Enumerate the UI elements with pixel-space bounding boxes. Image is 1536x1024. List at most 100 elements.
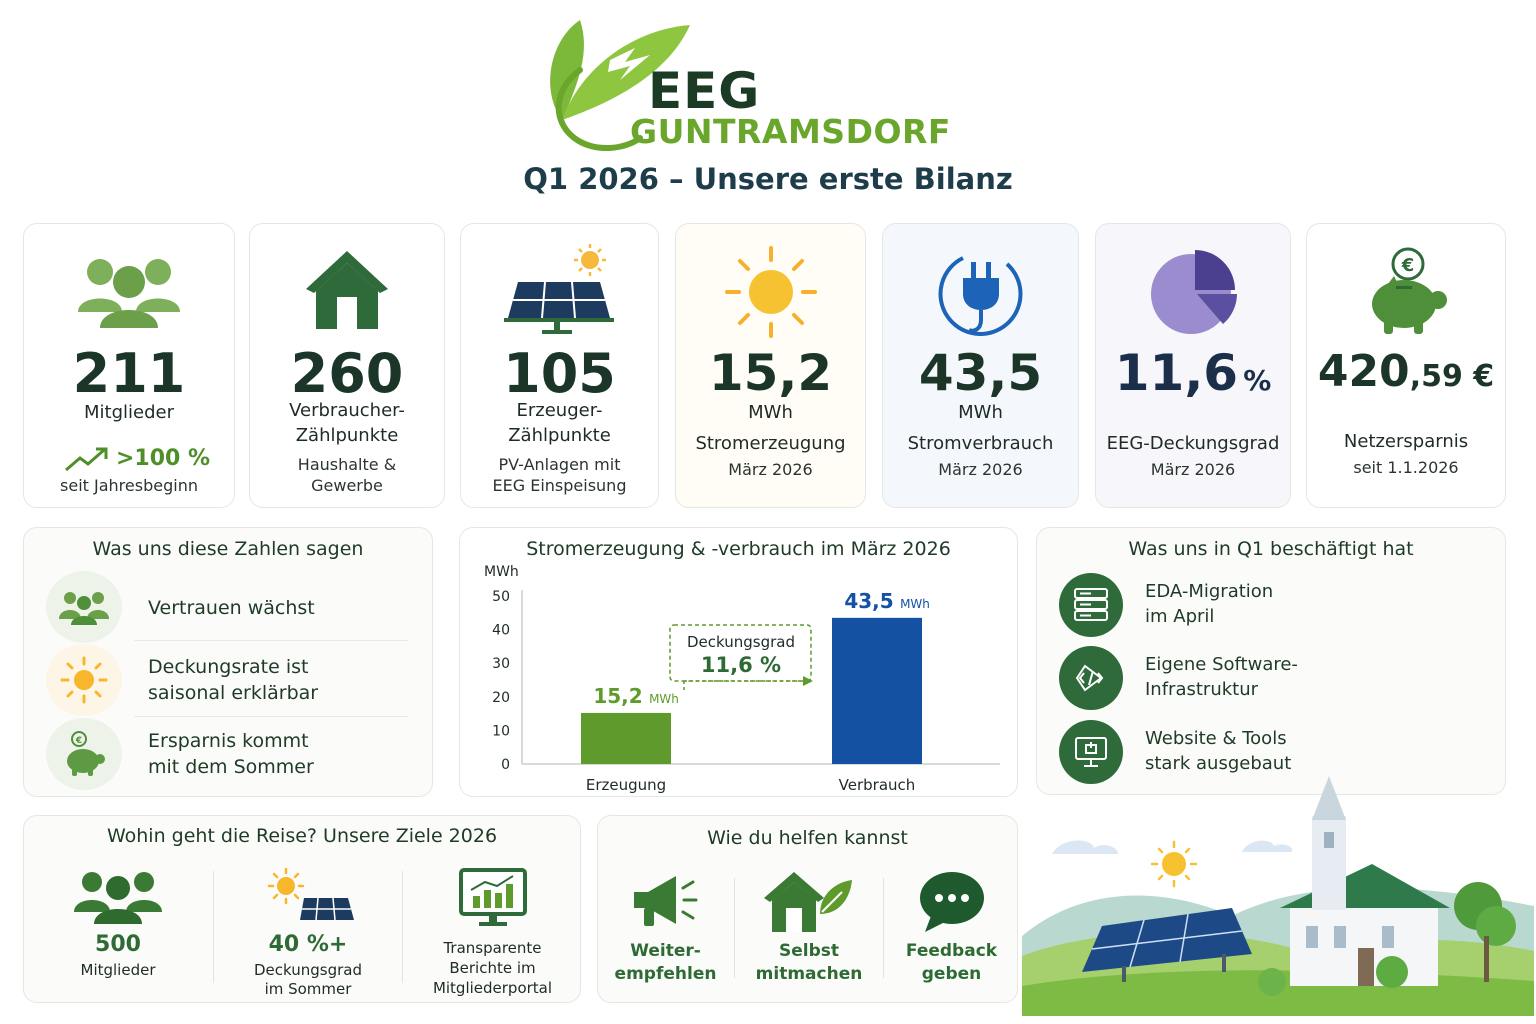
kpi-sub: seit 1.1.2026 <box>1353 458 1459 477</box>
kpi-value: 260 <box>290 342 404 405</box>
insight-line1: Ersparnis kommt <box>148 730 309 752</box>
kpi-label: Stromverbrauch <box>907 433 1054 454</box>
goal-item: 40 %+ Deckungsgrad im Sommer <box>214 816 402 1006</box>
kpi-unit: % <box>1243 364 1272 397</box>
village-solar-illustration <box>1022 776 1534 1016</box>
kpi-label: Stromerzeugung <box>695 433 846 454</box>
piggy-bank-icon: € <box>46 718 122 790</box>
x-tick-label: Verbrauch <box>839 776 916 794</box>
kpi-sub: März 2026 <box>1150 460 1236 479</box>
insight-line1: Vertrauen wächst <box>148 597 315 619</box>
bar-unit-label: MWh <box>649 692 679 706</box>
growth-value: >100 % <box>116 446 211 471</box>
goal-label-line2: Berichte im <box>449 959 536 977</box>
house-icon <box>250 240 444 340</box>
help-label-line2: mitmachen <box>755 964 863 984</box>
logo-leaf-icon <box>550 20 690 152</box>
kpi-value-row: 420,59 € <box>1307 346 1505 397</box>
topic-line1: EDA-Migration <box>1145 581 1274 602</box>
help-item-feedback[interactable]: Feedback geben <box>884 816 1019 1006</box>
logo: EEG GUNTRAMSDORF <box>540 10 960 160</box>
insight-line1: Deckungsrate ist <box>148 656 309 678</box>
panel-title: Was uns diese Zahlen sagen <box>92 538 364 560</box>
kpi-label-line1: Erzeuger- <box>516 400 603 421</box>
people-icon <box>46 571 122 643</box>
kpi-unit: MWh <box>958 402 1003 423</box>
monitor-icon <box>1059 720 1123 784</box>
kpi-value: 420 <box>1317 346 1410 397</box>
kpi-value-row: 11,6 % <box>1096 344 1290 402</box>
logo-subtitle: GUNTRAMSDORF <box>630 112 951 151</box>
insight-item: Vertrauen wächst <box>46 571 410 643</box>
annotation-value: 11,6 % <box>701 653 781 677</box>
goal-item: 500 Mitglieder <box>24 816 212 1006</box>
kpi-label: Mitglieder <box>84 402 174 423</box>
panel-title: Wohin geht die Reise? Unsere Ziele 2026 <box>106 825 498 847</box>
kpi-card-consumption: 43,5 MWh Stromverbrauch März 2026 <box>882 223 1079 508</box>
kpi-value: 11,6 <box>1114 344 1239 402</box>
people-icon <box>24 866 212 926</box>
kpi-label-line2: Zählpunkte <box>508 425 611 446</box>
kpi-sub-line1: Haushalte & <box>297 455 397 474</box>
goal-value: 500 <box>95 932 141 957</box>
code-icon <box>1059 646 1123 710</box>
bar-erzeugung <box>581 712 671 764</box>
panel-title: Wie du helfen kannst <box>707 827 908 849</box>
topic-line1: Website & Tools <box>1145 728 1287 749</box>
kpi-value: 43,5 <box>918 344 1043 402</box>
y-tick-label: 30 <box>492 656 510 672</box>
kpi-card-coverage: 11,6 % EEG-Deckungsgrad März 2026 <box>1095 223 1291 508</box>
panel-title: Was uns in Q1 beschäftigt hat <box>1128 538 1414 560</box>
solar-panel-icon <box>1082 908 1252 982</box>
arrow-right-icon <box>803 676 813 686</box>
help-item-recommend[interactable]: Weiter- empfehlen <box>598 816 733 1006</box>
kpi-card-producer-points: 105 Erzeuger- Zählpunkte PV-Anlagen mit … <box>460 223 659 508</box>
sun-icon <box>676 242 865 342</box>
logo-title: EEG <box>648 62 761 120</box>
plug-icon <box>883 242 1078 342</box>
solar-sun-icon <box>214 866 402 926</box>
divider <box>402 871 403 983</box>
divider <box>734 878 735 978</box>
help-panel: Wie du helfen kannst Weiter- empfehlen S… <box>597 815 1018 1003</box>
coverage-annotation: Deckungsgrad 11,6 % <box>669 624 813 690</box>
divider <box>134 716 408 717</box>
insight-item: Deckungsrate ist saisonal erklärbar <box>46 644 410 716</box>
svg-text:€: € <box>1401 255 1415 276</box>
goal-label-line3: Mitgliederportal <box>432 979 553 997</box>
sun-icon <box>1162 852 1186 876</box>
goal-value: 40 %+ <box>268 932 348 957</box>
kpi-value: 211 <box>72 342 186 405</box>
help-label-line1: Selbst <box>778 941 839 961</box>
kpi-label-line1: Verbraucher- <box>289 400 405 421</box>
kpi-label: Netzersparnis <box>1343 431 1469 452</box>
kpi-sub-line2: EEG Einspeisung <box>492 476 627 495</box>
insight-line2: mit dem Sommer <box>148 756 314 778</box>
help-label-line2: empfehlen <box>614 964 717 984</box>
pie-icon <box>1096 242 1290 342</box>
goal-label-line2: im Sommer <box>264 980 352 998</box>
goal-label: Mitglieder <box>80 961 156 979</box>
goals-panel: Wohin geht die Reise? Unsere Ziele 2026 … <box>23 815 581 1003</box>
divider <box>213 871 214 983</box>
insights-panel: Was uns diese Zahlen sagen Vertrauen wäc… <box>23 527 433 797</box>
chart-panel: Stromerzeugung & -verbrauch im März 2026… <box>459 527 1018 797</box>
church-icon <box>1280 776 1450 986</box>
report-chart-icon <box>403 868 582 928</box>
y-tick-label: 40 <box>492 623 510 639</box>
goal-label-line1: Transparente <box>443 939 542 957</box>
goal-label-line1: Deckungsgrad <box>253 961 362 979</box>
chart-title: Stromerzeugung & -verbrauch im März 2026 <box>526 538 951 560</box>
help-item-participate[interactable]: Selbst mitmachen <box>735 816 883 1006</box>
kpi-value: 105 <box>503 342 616 405</box>
piggy-bank-icon: € <box>1307 242 1505 342</box>
kpi-sub-line1: PV-Anlagen mit <box>498 455 621 474</box>
insight-line2: saisonal erklärbar <box>148 682 319 704</box>
kpi-sub: März 2026 <box>938 460 1023 479</box>
kpi-sub: seit Jahresbeginn <box>60 476 198 495</box>
y-tick-label: 20 <box>492 690 510 706</box>
kpi-card-generation: 15,2 MWh Stromerzeugung März 2026 <box>675 223 866 508</box>
kpi-sub-line2: Gewerbe <box>311 476 383 495</box>
kpi-label-line2: Zählpunkte <box>295 425 399 446</box>
bar-unit-label: MWh <box>900 597 930 611</box>
